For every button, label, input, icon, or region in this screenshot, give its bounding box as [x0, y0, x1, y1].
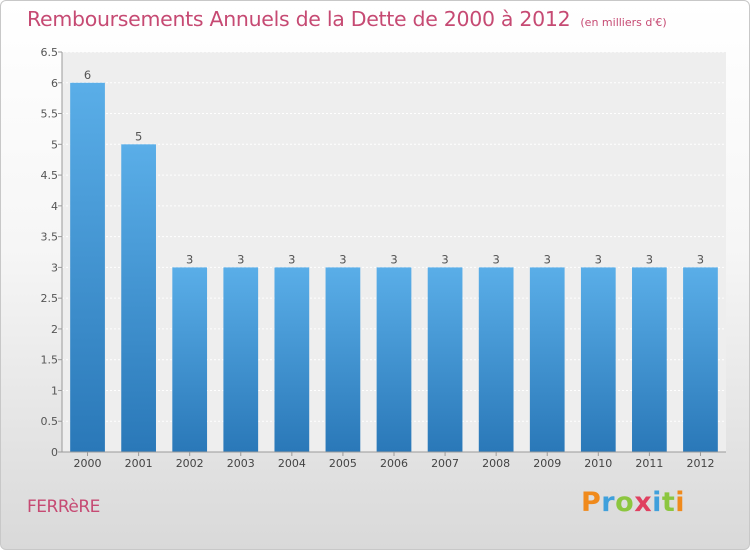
bar[interactable] — [121, 144, 156, 453]
y-tick-label: 2.5 — [41, 292, 59, 305]
data-label: 3 — [339, 252, 346, 266]
logo-letter: o — [615, 487, 635, 518]
y-tick-label: 1.5 — [41, 354, 59, 367]
bar[interactable] — [274, 267, 310, 452]
x-tick-label: 2011 — [635, 457, 663, 470]
bar[interactable] — [632, 267, 667, 452]
data-label: 3 — [441, 252, 448, 266]
x-tick-label: 2007 — [431, 457, 459, 470]
bar[interactable] — [580, 267, 616, 452]
proxiti-logo[interactable]: Proxiti — [581, 487, 685, 518]
x-tick-label: 2012 — [686, 457, 714, 470]
x-tick-label: 2001 — [125, 457, 153, 470]
data-label: 3 — [646, 252, 653, 266]
bar[interactable] — [223, 267, 259, 452]
x-tick-label: 2009 — [533, 457, 561, 470]
y-tick-label: 5.5 — [41, 108, 59, 121]
chart-title: Remboursements Annuels de la Dette de 20… — [27, 7, 571, 31]
bar[interactable] — [478, 267, 514, 452]
x-tick-label: 2004 — [278, 457, 306, 470]
y-axis-ticks: 0 0.5 1 1.5 2 2.5 3 3.5 4 4.5 5 5.5 6 6.5 — [41, 46, 62, 459]
y-tick-label: 2 — [51, 323, 58, 336]
y-tick-label: 3 — [51, 261, 58, 274]
data-label: 3 — [288, 252, 295, 266]
data-label: 3 — [390, 252, 397, 266]
x-tick-label: 2002 — [176, 457, 204, 470]
x-tick-label: 2008 — [482, 457, 510, 470]
data-label: 3 — [697, 252, 704, 266]
data-label: 3 — [492, 252, 499, 266]
x-tick-label: 2005 — [329, 457, 357, 470]
y-tick-label: 4 — [51, 200, 58, 213]
bar[interactable] — [683, 267, 718, 452]
y-tick-label: 4.5 — [41, 169, 59, 182]
y-tick-label: 0 — [51, 446, 58, 459]
bar[interactable] — [376, 267, 412, 452]
x-axis-ticks: 2000 2001 2002 2003 2004 2005 2006 2007 2008 2009… — [74, 452, 714, 470]
logo-letter: i — [652, 487, 662, 518]
bar[interactable] — [529, 267, 565, 452]
x-tick-label: 2010 — [584, 457, 612, 470]
logo-letter: P — [581, 487, 602, 518]
y-tick-label: 3.5 — [41, 231, 59, 244]
y-tick-label: 5 — [51, 138, 58, 151]
y-tick-label: 6.5 — [41, 46, 59, 59]
commune-name: FERRèRE — [27, 497, 100, 517]
bar[interactable] — [172, 267, 208, 452]
logo-letter: r — [601, 487, 616, 518]
logo-letter: x — [634, 487, 653, 518]
bars — [70, 82, 718, 453]
data-label: 3 — [595, 252, 602, 266]
data-label: 6 — [84, 68, 91, 82]
chart-header: Remboursements Annuels de la Dette de 20… — [27, 7, 667, 31]
bar[interactable] — [70, 82, 105, 453]
y-tick-label: 1 — [51, 384, 58, 397]
x-tick-label: 2003 — [227, 457, 255, 470]
data-label: 3 — [186, 252, 193, 266]
data-labels: 6 5 3 3 3 3 3 3 3 3 3 3 3 — [84, 68, 704, 267]
logo-letter: t — [661, 487, 676, 518]
data-label: 3 — [237, 252, 244, 266]
data-label: 5 — [135, 129, 142, 143]
y-tick-label: 0.5 — [41, 415, 59, 428]
data-label: 3 — [544, 252, 551, 266]
x-tick-label: 2006 — [380, 457, 408, 470]
logo-letter: i — [675, 487, 686, 518]
bar[interactable] — [325, 267, 361, 452]
y-tick-label: 6 — [51, 77, 58, 90]
chart-subtitle: (en milliers d'€) — [580, 16, 667, 29]
bar[interactable] — [427, 267, 463, 452]
x-tick-label: 2000 — [74, 457, 102, 470]
